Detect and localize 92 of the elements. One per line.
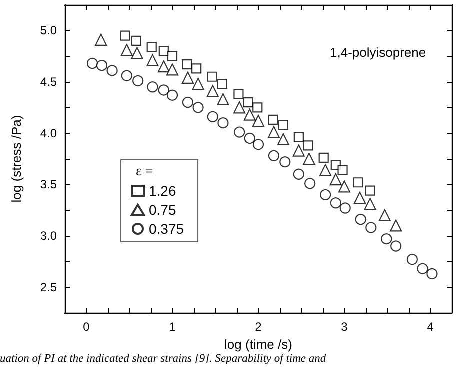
y-tick-label: 4.0 [40,126,58,140]
point [381,234,392,245]
point [192,102,204,114]
point [365,186,376,196]
y-tick-label: 2.5 [40,280,58,294]
point [121,70,132,82]
point [293,168,304,180]
point [277,133,290,146]
point [320,189,332,200]
legend-label: 1.26 [149,183,176,199]
point [95,34,108,46]
point [330,173,342,186]
point [294,132,304,142]
point [252,114,265,128]
text: uation of PI at the indicated shear strains [9]. Separability of time and [0,353,326,365]
point [243,97,254,108]
y-tick-label: 3.5 [40,178,58,192]
point [217,93,230,106]
x-tick-label: 3 [341,320,348,334]
legend-label: 0.375 [149,221,184,237]
point [338,165,348,176]
y-tick-label: 5.0 [40,24,58,38]
point [146,54,159,66]
point [166,64,179,76]
point [207,111,218,122]
y-tick-label: 3.0 [40,229,58,243]
point [146,42,157,52]
point [303,140,314,151]
point [234,126,246,138]
point [120,44,133,56]
point [303,152,316,166]
point [158,60,170,73]
point [280,156,291,168]
point [158,84,170,96]
point [207,72,218,82]
point [106,65,118,76]
point [252,139,264,150]
point [234,102,246,114]
point [390,220,402,232]
point [206,85,219,98]
x-tick-label: 4 [427,320,434,334]
point [355,214,366,226]
point [244,108,256,121]
point [166,90,178,101]
point [318,152,329,164]
annotation: 1,4-polyisoprene [330,45,426,60]
x-tick-label: 2 [255,320,262,334]
point [244,132,256,144]
point [406,254,418,266]
point [268,114,278,126]
point [120,30,130,41]
point [268,150,280,162]
point [217,79,228,90]
legend-label: 0.75 [149,202,176,218]
point [426,268,438,280]
point [147,82,158,93]
legend-title: ε = [136,164,154,180]
point [167,51,178,62]
point [96,60,108,72]
point [338,180,351,193]
point [132,75,144,87]
y-axis-title: log (stress /Pa) [9,115,24,203]
point [417,263,428,274]
point [353,178,364,188]
point [364,198,376,210]
x-tick-label: 0 [83,320,90,334]
point [158,46,169,56]
point [320,164,332,176]
point [192,78,204,90]
point [131,47,144,60]
point [182,59,192,70]
point [268,126,280,138]
point [182,72,194,84]
point [278,120,288,130]
point [218,118,229,129]
point [86,58,98,70]
x-tick-label: 1 [169,320,176,334]
point [378,209,391,222]
point [304,178,316,190]
point [354,192,366,204]
point [131,36,142,46]
point [330,198,342,209]
point [192,64,202,74]
point [252,102,263,113]
point [390,240,402,252]
x-axis-title: log (time /s) [224,336,292,352]
point [340,202,351,214]
y-tick-label: 4.5 [40,75,58,89]
point [292,144,305,157]
point [234,89,244,100]
point [366,222,377,234]
point [182,96,194,108]
